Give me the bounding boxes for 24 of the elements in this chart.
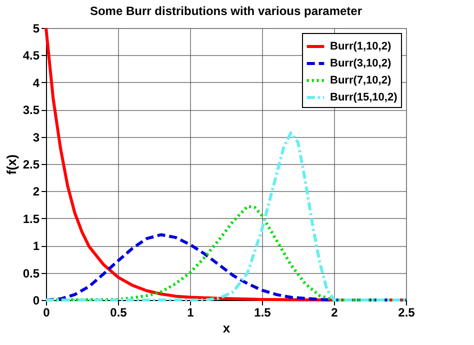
- y-tick-label: 3: [32, 130, 40, 144]
- x-tick-label: 1: [187, 306, 194, 320]
- y-tick-label: 3.5: [22, 103, 40, 118]
- legend-label: Burr(3,10,2): [330, 58, 392, 70]
- y-axis-title: f(x): [4, 154, 19, 175]
- y-tick-label: 0: [32, 294, 40, 308]
- y-tick-label: 5: [32, 22, 40, 36]
- x-axis-title: x: [222, 320, 231, 336]
- y-tick-label: 0.5: [22, 266, 40, 280]
- x-tick-label: 0.5: [110, 306, 128, 320]
- chart-title: Some Burr distributions with various parameter: [90, 4, 362, 18]
- y-tick-label: 1: [32, 239, 40, 254]
- x-tick-label: 1.5: [254, 306, 272, 320]
- x-tick-label: 2.5: [398, 306, 416, 320]
- x-tick-label: 2: [331, 306, 338, 320]
- legend-label: Burr(1,10,2): [330, 40, 392, 52]
- y-tick-label: 2: [32, 184, 40, 199]
- legend-label: Burr(7,10,2): [330, 74, 392, 86]
- x-tick-label: 0: [43, 306, 50, 320]
- y-tick-label: 1.5: [22, 212, 40, 226]
- legend-label: Burr(15,10,2): [330, 92, 398, 104]
- y-tick-label: 2.5: [22, 158, 40, 172]
- y-tick-label: 4.5: [22, 48, 40, 63]
- y-tick-label: 4: [32, 76, 40, 90]
